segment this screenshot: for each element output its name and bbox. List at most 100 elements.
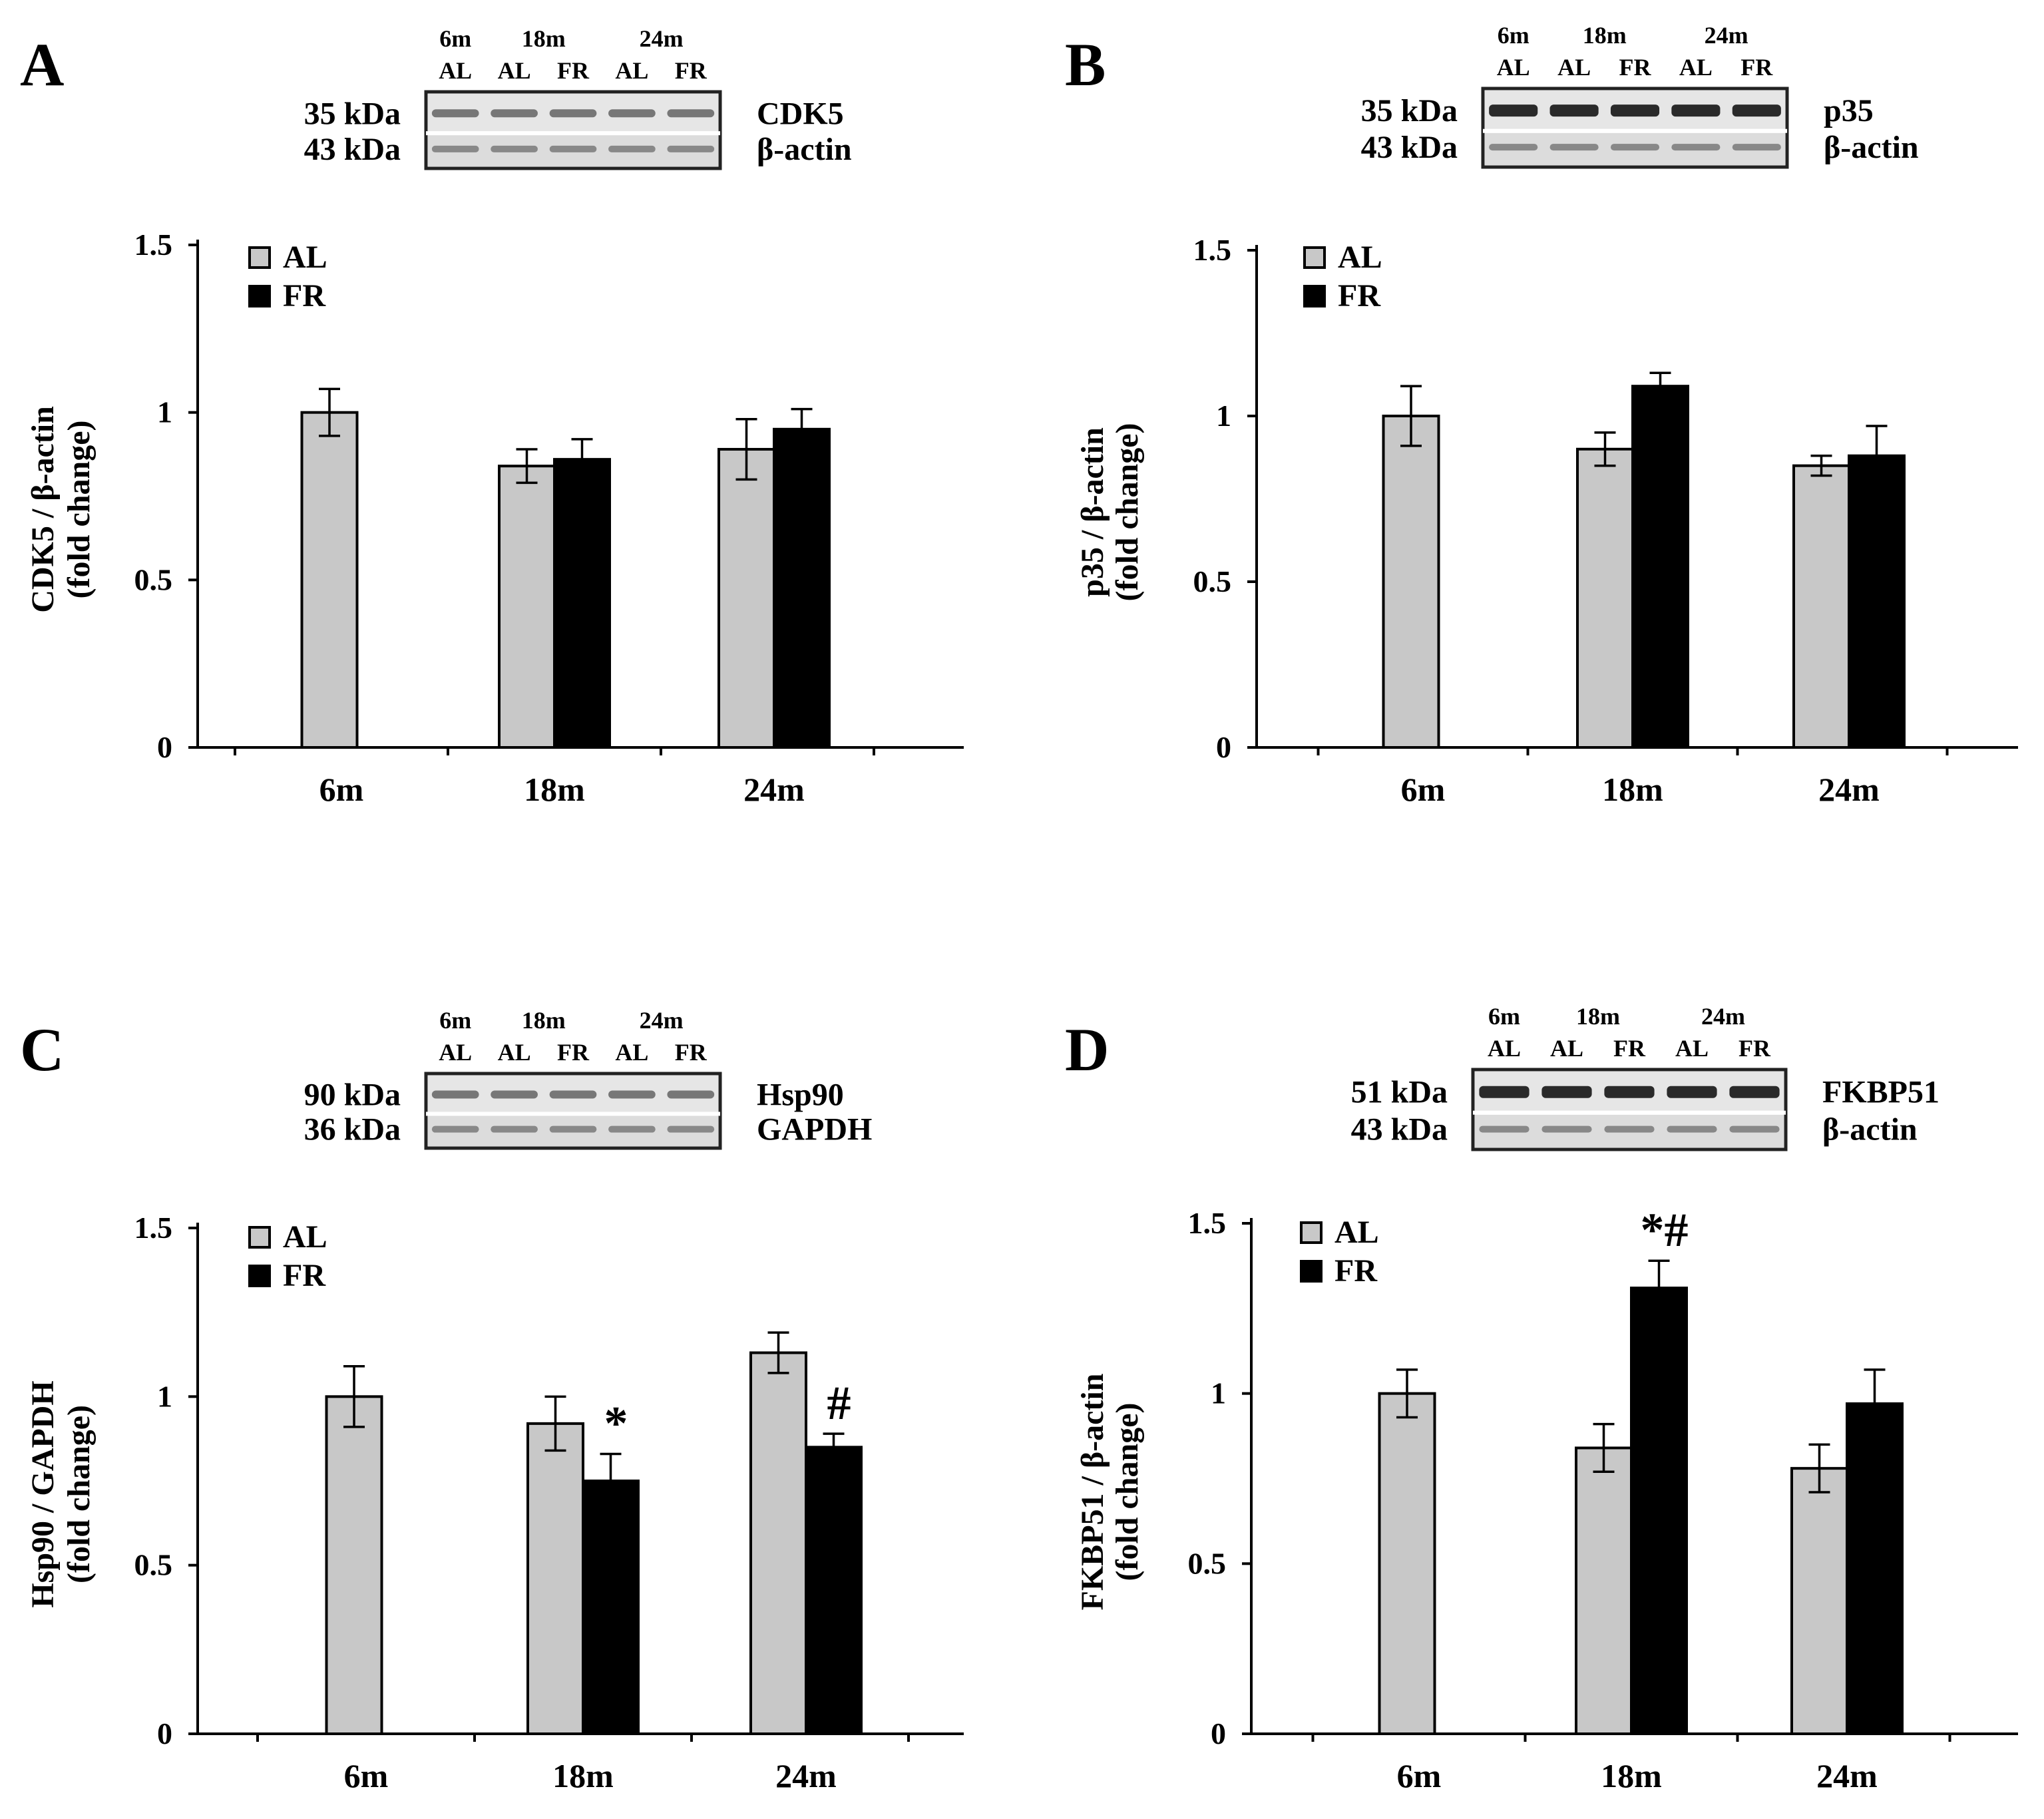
error-bar (791, 407, 813, 451)
blot-protein-label: β-actin (1822, 1112, 1918, 1147)
x-tick-label: 18m (1601, 1757, 1662, 1794)
blot-band (1489, 104, 1538, 117)
legend-swatch-al (1303, 246, 1326, 269)
legend-swatch-al (248, 1226, 271, 1249)
error-bar (1400, 385, 1422, 447)
y-tick-label: 1 (157, 1379, 172, 1413)
panel-letter: B (1065, 31, 1106, 99)
blot-protein-label: β-actin (1824, 130, 1919, 165)
bar-al-6m (325, 1395, 383, 1735)
blot-band (1732, 144, 1781, 151)
error-bar (516, 448, 538, 485)
western-blot: AL AL FR AL FR 6m 18m 24m 35 kDa CDK5 43 kDa β-acti… (304, 25, 852, 170)
y-axis-title: Hsp90 / GAPDH (25, 1380, 61, 1607)
lane-label: AL (1488, 1035, 1521, 1062)
lane-label: FR (1619, 54, 1652, 81)
error-bar (319, 387, 340, 437)
significance-marker: * (604, 1396, 628, 1450)
bar-al-18m (526, 1422, 584, 1736)
error-bar (600, 1452, 622, 1510)
legend-label: FR (283, 278, 326, 313)
y-axis-title: p35 / β-actin (1075, 427, 1110, 597)
bar-fr-18m (1631, 385, 1689, 749)
blot-band (608, 1125, 656, 1133)
y-tick-label: 1 (157, 395, 172, 429)
lane-age-label: 24m (640, 25, 684, 52)
lane-age-label: 24m (1701, 1003, 1745, 1030)
bar-fr-18m (553, 458, 611, 749)
blot-band (1610, 144, 1660, 151)
blot-size-label: 36 kDa (304, 1112, 401, 1147)
significance-marker: # (827, 1376, 851, 1430)
error-bar (343, 1364, 365, 1428)
y-axis-title: FKBP51 / β-actin (1075, 1374, 1110, 1611)
western-blot: AL AL FR AL FR 6m 18m 24m 35 kDa p35 43 kDa β-actin (1361, 22, 1919, 169)
error-bar (1866, 425, 1888, 487)
error-bar (571, 438, 593, 481)
lane-label: AL (1679, 54, 1713, 81)
lane-age-label: 18m (1576, 1003, 1620, 1030)
lane-age-label: 6m (439, 25, 471, 52)
error-bar (735, 417, 757, 481)
panel-letter: D (1065, 1016, 1109, 1084)
lane-age-label: 18m (522, 25, 566, 52)
error-bar (823, 1432, 845, 1462)
y-tick-label: 0.5 (134, 1548, 173, 1582)
blot-band (1549, 144, 1599, 151)
western-blot: AL AL FR AL FR 6m 18m 24m 51 kDa FKBP51 43 kDa β-ac… (1351, 1003, 1940, 1151)
panel-letter: C (20, 1016, 64, 1084)
legend-label: AL (1338, 240, 1382, 275)
blot-protein-label: FKBP51 (1822, 1075, 1940, 1110)
bar-fr-24m (805, 1446, 863, 1735)
x-tick-label: 24m (743, 771, 805, 808)
error-bar (1593, 1422, 1615, 1474)
bar-al-24m (749, 1351, 807, 1735)
y-tick-label: 0 (1216, 730, 1231, 764)
lane-label: FR (557, 1039, 590, 1066)
lane-age-label: 6m (1488, 1003, 1520, 1030)
legend-label: AL (1334, 1215, 1379, 1250)
bar-fr-18m (1630, 1287, 1688, 1735)
y-axis-subtitle: (fold change) (61, 421, 97, 599)
y-axis-title: CDK5 / β-actin (25, 406, 61, 613)
bar-al-24m (717, 448, 775, 749)
blot-protein-label: Hsp90 (757, 1077, 844, 1112)
blot-band (1671, 104, 1721, 117)
lane-label: AL (615, 57, 648, 84)
blot-protein-label: GAPDH (757, 1112, 872, 1147)
y-tick-label: 0.5 (1193, 564, 1232, 598)
y-tick-label: 0 (1211, 1717, 1226, 1750)
lane-label: AL (498, 57, 531, 84)
blot-band (491, 1090, 538, 1099)
error-bar (1808, 1443, 1830, 1494)
blot-band (1604, 1125, 1655, 1133)
blot-band (431, 145, 479, 152)
lane-label: AL (498, 1039, 531, 1066)
blot-band (1479, 1125, 1530, 1133)
legend-swatch-fr (248, 285, 271, 307)
lane-label: AL (615, 1039, 648, 1066)
blot-size-label: 35 kDa (304, 96, 401, 131)
error-bar (767, 1331, 789, 1374)
y-tick-label: 1 (1216, 399, 1231, 433)
legend-label: AL (283, 1219, 327, 1255)
bar-al-6m (300, 411, 359, 749)
y-axis-subtitle: (fold change) (1110, 423, 1145, 602)
x-tick-label: 18m (524, 771, 585, 808)
x-tick-label: 6m (1401, 771, 1446, 808)
blot-size-label: 43 kDa (1351, 1112, 1448, 1147)
blot-band (667, 1125, 715, 1133)
lane-label: FR (675, 1039, 708, 1066)
blot-band (1671, 144, 1721, 151)
blot-band (431, 1125, 479, 1133)
blot-band (667, 1090, 715, 1099)
lane-age-label: 24m (640, 1007, 684, 1034)
error-bar (1864, 1368, 1886, 1439)
error-bar (1648, 1259, 1670, 1316)
